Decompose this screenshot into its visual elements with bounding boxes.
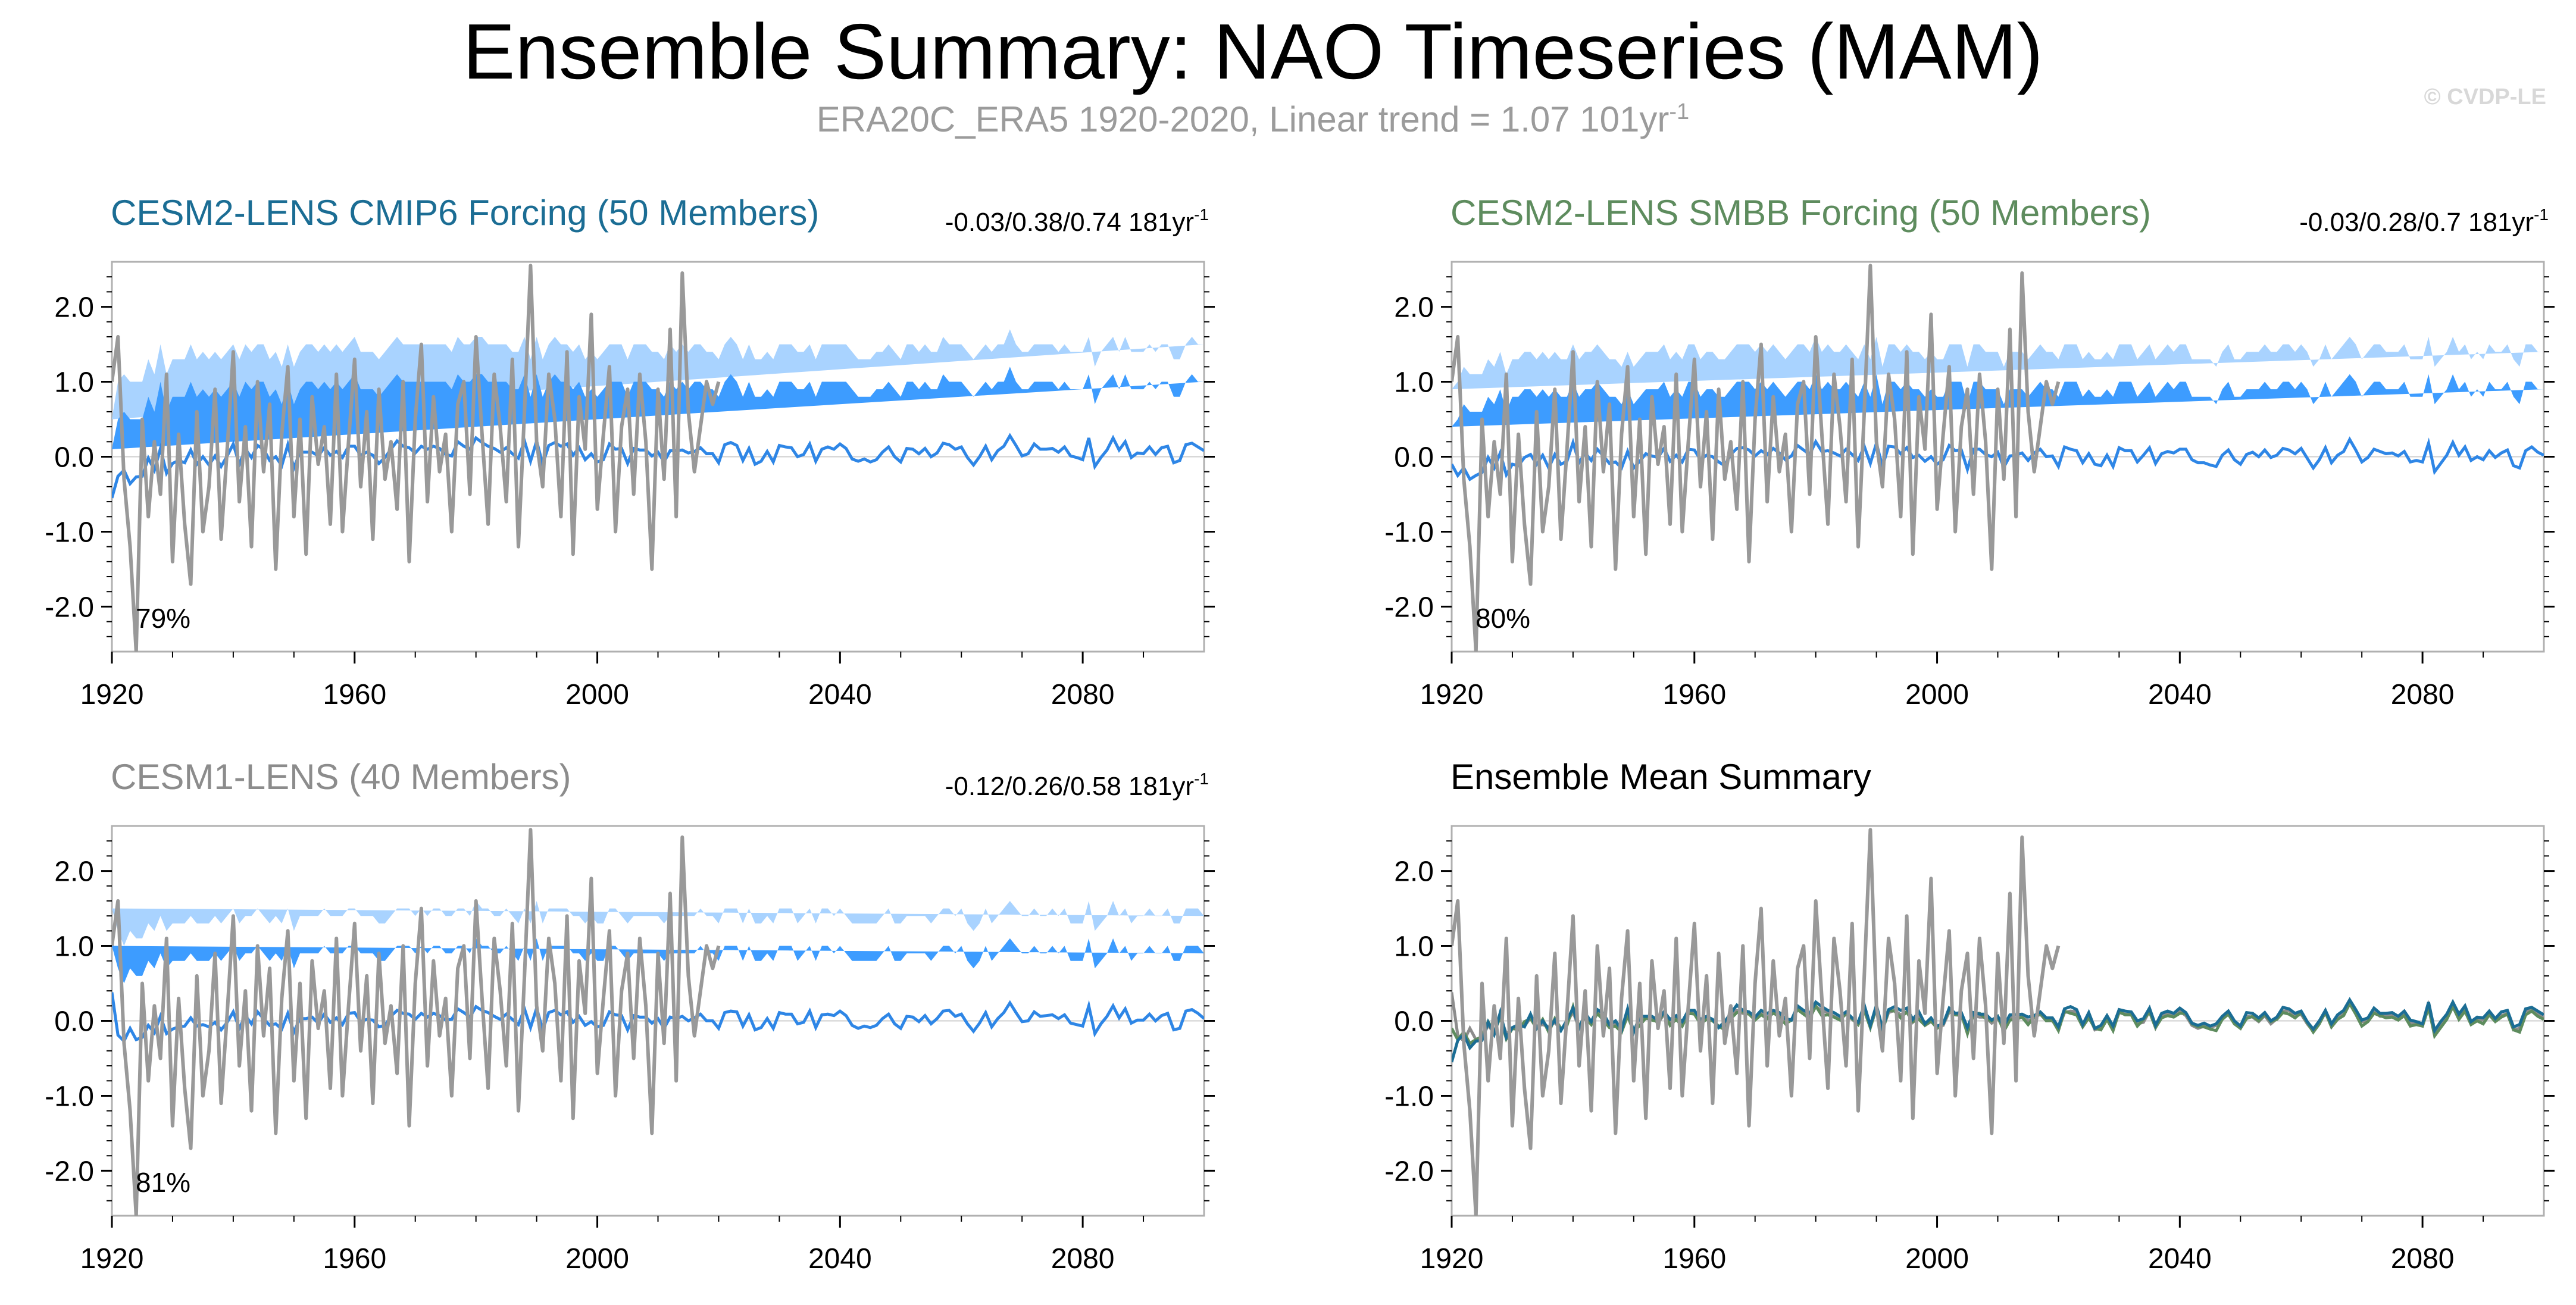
y-tick-label: 2.0	[1394, 292, 1434, 324]
x-tick-label: 1920	[80, 1243, 144, 1275]
y-tick-label: 0.0	[1394, 442, 1434, 474]
x-tick-label: 2000	[565, 1243, 629, 1275]
x-tick-label: 1920	[1420, 1243, 1484, 1275]
x-tick-label: 2080	[2391, 679, 2455, 711]
panel-stats-text: -0.12/0.26/0.58 181yr	[945, 772, 1194, 801]
figure-subtitle: ERA20C_ERA5 1920-2020, Linear trend = 1.…	[0, 99, 2506, 139]
panel-ens-mean-summary: Ensemble Mean Summary 2.0 1.0 0.0 -1.0 -2.0 19…	[1384, 757, 2555, 1275]
x-tick-label: 2080	[1051, 1243, 1115, 1275]
percent-label: 79%	[136, 603, 190, 634]
observations-line	[1452, 264, 2061, 652]
x-tick-label: 2080	[2391, 1243, 2455, 1275]
y-tick-label: 1.0	[1394, 367, 1434, 399]
x-tick-label: 1960	[323, 679, 386, 711]
ensemble-mean-line	[1452, 436, 2544, 481]
y-tick-label: 1.0	[1394, 931, 1434, 963]
y-tick-label: -2.0	[1384, 592, 1434, 623]
y-tick-label: -1.0	[1384, 1081, 1434, 1112]
panel-title: Ensemble Mean Summary	[1450, 757, 1871, 797]
y-tick-label: -1.0	[1384, 517, 1434, 548]
plot-area	[1452, 264, 2544, 652]
y-tick-label: 0.0	[54, 1006, 94, 1038]
panel-stats-superscript: -1	[1194, 205, 1209, 224]
y-tick-label: 0.0	[54, 442, 94, 474]
observations-line	[112, 828, 721, 1216]
ensemble-mean-line-cesm2-cmip6	[1452, 997, 2544, 1063]
x-tick-label: 2000	[1905, 679, 1969, 711]
panel-stats-text: -0.03/0.38/0.74 181yr	[945, 208, 1194, 237]
plot-area	[112, 264, 1204, 652]
y-tick-label: 1.0	[54, 931, 94, 963]
ensemble-outer-band	[1452, 337, 2544, 390]
figure-title: Ensemble Summary: NAO Timeseries (MAM)	[462, 8, 2043, 95]
y-tick-label: 2.0	[54, 292, 94, 324]
panel-title: CESM2-LENS SMBB Forcing (50 Members)	[1450, 193, 2151, 233]
panel-title: CESM1-LENS (40 Members)	[111, 757, 571, 797]
y-tick-label: -2.0	[1384, 1156, 1434, 1187]
panel-cesm2-cmip6: CESM2-LENS CMIP6 Forcing (50 Members) -0.…	[45, 193, 1215, 711]
panel-stats-superscript: -1	[1194, 769, 1209, 788]
x-tick-label: 2040	[808, 1243, 872, 1275]
y-tick-label: -1.0	[45, 1081, 94, 1112]
y-tick-label: -2.0	[45, 592, 94, 623]
percent-label: 80%	[1475, 603, 1530, 634]
panel-cesm2-smbb: CESM2-LENS SMBB Forcing (50 Members) -0.0…	[1384, 193, 2555, 711]
x-tick-label: 1920	[80, 679, 144, 711]
x-tick-label: 2000	[1905, 1243, 1969, 1275]
x-tick-label: 2040	[2148, 1243, 2212, 1275]
x-tick-label: 2040	[808, 679, 872, 711]
panel-cesm1: CESM1-LENS (40 Members) -0.12/0.26/0.58 1…	[45, 757, 1215, 1275]
panel-stats: -0.03/0.28/0.7 181yr-1	[2299, 205, 2549, 237]
y-tick-label: 2.0	[1394, 856, 1434, 888]
y-tick-label: -1.0	[45, 517, 94, 548]
panel-stats: -0.12/0.26/0.58 181yr-1	[945, 769, 1209, 801]
observations-line	[112, 264, 721, 652]
ensemble-inner-band	[112, 938, 1204, 984]
x-tick-label: 2040	[2148, 679, 2212, 711]
ensemble-mean-line	[112, 433, 1204, 499]
x-tick-label: 1960	[1662, 1243, 1726, 1275]
panel-stats: -0.03/0.38/0.74 181yr-1	[945, 205, 1209, 237]
plot-area	[1452, 828, 2544, 1216]
y-tick-label: 2.0	[54, 856, 94, 888]
x-tick-label: 1920	[1420, 679, 1484, 711]
copyright-watermark: © CVDP-LE	[2424, 85, 2546, 109]
y-tick-label: 1.0	[54, 367, 94, 399]
ensemble-outer-band	[112, 901, 1204, 946]
x-tick-label: 2080	[1051, 679, 1115, 711]
x-tick-label: 1960	[1662, 679, 1726, 711]
subtitle-text: ERA20C_ERA5 1920-2020, Linear trend = 1.…	[816, 99, 1670, 139]
y-tick-label: 0.0	[1394, 1006, 1434, 1038]
observations-line	[1452, 828, 2061, 1216]
plot-area	[112, 828, 1204, 1216]
panel-stats-text: -0.03/0.28/0.7 181yr	[2299, 208, 2534, 237]
subtitle-superscript: -1	[1669, 99, 1690, 124]
panel-title: CESM2-LENS CMIP6 Forcing (50 Members)	[111, 193, 819, 233]
panel-stats-superscript: -1	[2534, 205, 2549, 224]
percent-label: 81%	[136, 1167, 190, 1198]
x-tick-label: 1960	[323, 1243, 386, 1275]
x-tick-label: 2000	[565, 679, 629, 711]
y-tick-label: -2.0	[45, 1156, 94, 1187]
ensemble-mean-line	[112, 992, 1204, 1044]
